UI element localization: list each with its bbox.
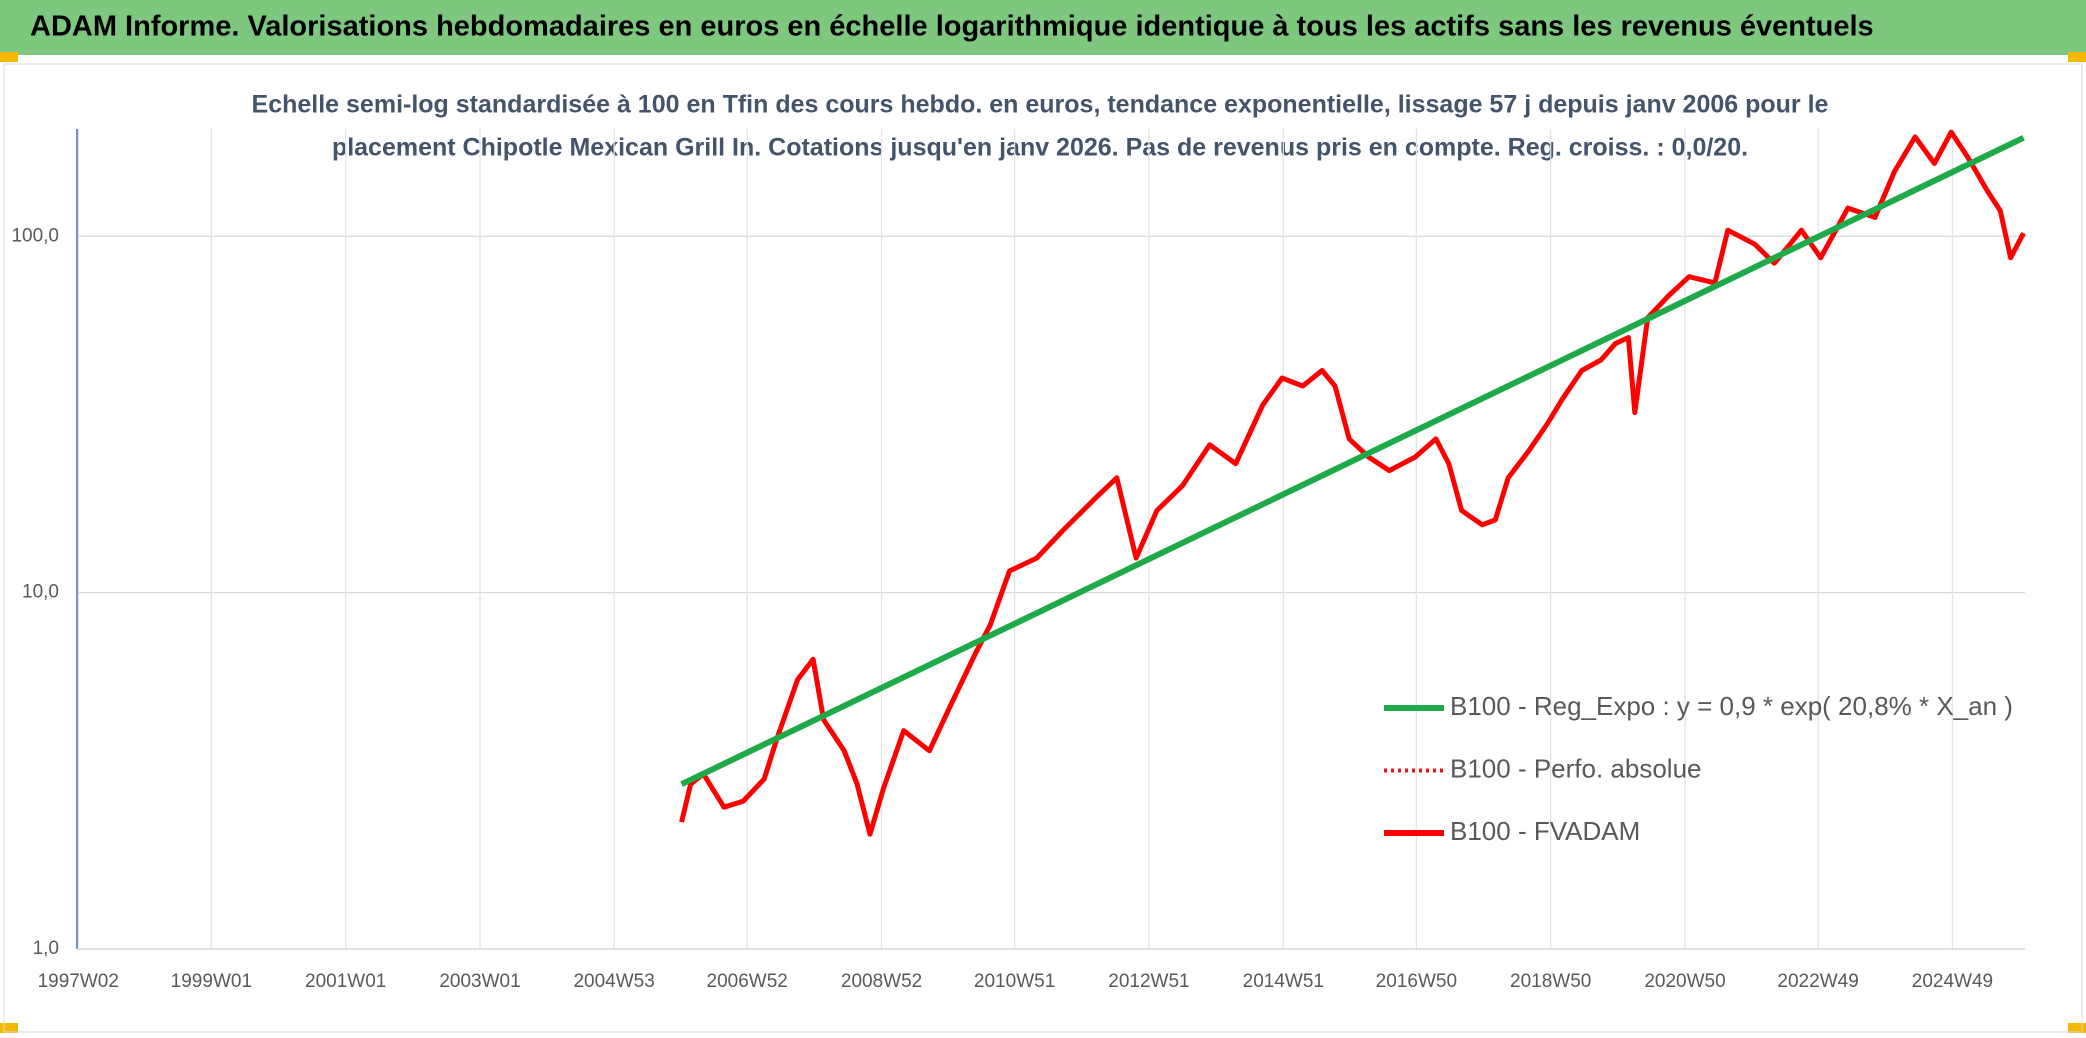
x-tick-label: 2016W50 [1376, 971, 1457, 992]
y-tick-label: 100,0 [11, 225, 59, 246]
x-tick-label: 2008W52 [841, 971, 922, 992]
corner-marker [0, 52, 18, 62]
x-tick-label: 2018W50 [1510, 971, 1591, 992]
x-tick-label: 2001W01 [305, 971, 386, 992]
series-line [679, 129, 2026, 837]
x-tick-label: 2020W50 [1644, 971, 1725, 992]
header-bar [0, 0, 2086, 55]
legend-label: B100 - Perfo. absolue [1450, 753, 1702, 783]
legend-label: B100 - Reg_Expo : y = 0,9 * exp( 20,8% *… [1450, 691, 2013, 721]
page-title: ADAM Informe. Valorisations hebdomadaire… [30, 11, 1874, 43]
corner-marker [0, 1023, 18, 1033]
chart-subtitle: Echelle semi-log standardisée à 100 en T… [252, 91, 1829, 119]
x-tick-label: 2004W53 [573, 971, 654, 992]
corner-marker [2068, 52, 2086, 62]
chart-subtitle: placement Chipotle Mexican Grill In. Cot… [332, 134, 1748, 162]
x-tick-label: 2014W51 [1243, 971, 1324, 992]
x-tick-label: 2012W51 [1108, 971, 1189, 992]
series-line [680, 135, 2025, 787]
x-tick-label: 2003W01 [439, 971, 520, 992]
y-tick-label: 1,0 [33, 938, 59, 959]
x-tick-label: 2024W49 [1912, 971, 1993, 992]
x-tick-label: 2010W51 [974, 971, 1055, 992]
chart-frame [3, 63, 2083, 1033]
x-tick-label: 1999W01 [171, 971, 252, 992]
corner-marker [2068, 1023, 2086, 1033]
x-tick-label: 1997W02 [38, 971, 119, 992]
x-tick-label: 2006W52 [707, 971, 788, 992]
x-tick-label: 2022W49 [1777, 971, 1858, 992]
legend-label: B100 - FVADAM [1450, 816, 1640, 846]
y-tick-label: 10,0 [22, 582, 59, 603]
